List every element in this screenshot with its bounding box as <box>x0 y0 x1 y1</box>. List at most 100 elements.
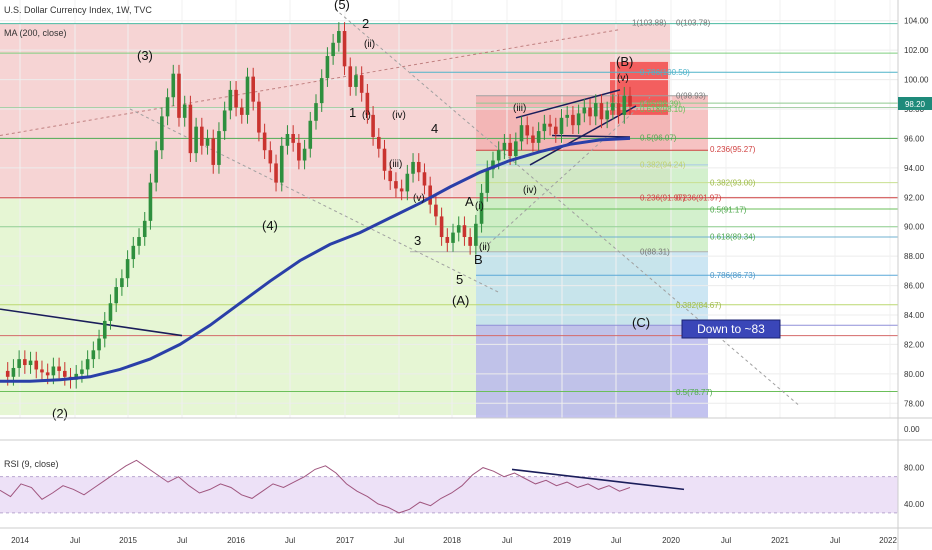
wave-label-8: (iii) <box>389 159 402 170</box>
candle-body-30 <box>171 73 176 98</box>
wave-label-3: (3) <box>137 48 153 63</box>
time-tick-4: 2016 <box>227 536 245 545</box>
candle-body-46 <box>262 132 267 151</box>
time-tick-13: Jul <box>721 536 731 545</box>
time-tick-12: 2020 <box>662 536 680 545</box>
candle-body-88 <box>502 142 507 151</box>
wave-label-13: A <box>465 194 474 209</box>
candle-body-18 <box>102 320 107 339</box>
candle-body-24 <box>137 237 141 246</box>
candle-body-74 <box>422 172 427 186</box>
wave-label-2: (ii) <box>364 39 375 50</box>
wave-label-9: (v) <box>413 193 425 204</box>
wave-label-7: 4 <box>431 121 438 136</box>
candle-body-67 <box>382 148 387 171</box>
target-box-label: Down to ~83 <box>697 322 765 336</box>
candle-body-23 <box>131 245 136 260</box>
channel-top <box>515 89 621 119</box>
wave-label-12: (iv) <box>523 185 537 196</box>
last-price-label: 98.20 <box>905 100 926 109</box>
time-tick-15: Jul <box>830 536 840 545</box>
candle-body-52 <box>297 142 301 161</box>
candle-body-16 <box>91 350 96 360</box>
candle-body-97 <box>553 126 558 135</box>
price-tick-13: 78.00 <box>904 399 925 408</box>
fib-label-7: 0.236(95.27) <box>710 145 756 154</box>
wave-label-1: 2 <box>362 16 369 31</box>
price-candles[interactable] <box>5 22 632 389</box>
candle-body-107 <box>611 103 615 111</box>
fib-label-14: 0(88.31) <box>640 248 670 257</box>
fib-label-10: 0.236(91.97) <box>640 194 686 203</box>
candle-body-22 <box>125 259 130 279</box>
channel-base <box>551 134 631 138</box>
candle-body-59 <box>337 31 341 43</box>
candle-body-37 <box>211 138 216 165</box>
time-tick-5: Jul <box>285 536 295 545</box>
candle-body-4 <box>23 359 27 366</box>
wave-label-20: (2) <box>52 406 68 421</box>
candle-body-35 <box>200 126 204 146</box>
candle-body-19 <box>108 303 113 321</box>
candle-body-17 <box>97 338 101 351</box>
candle-body-44 <box>251 76 255 102</box>
candle-body-48 <box>274 163 278 183</box>
fib-label-16: 0.382(84.67) <box>676 301 722 310</box>
candle-body-54 <box>308 120 313 149</box>
fib-label-1: 0(103.78) <box>676 18 711 27</box>
fib-label-9: 0.382(93.00) <box>710 179 756 188</box>
rsi-panel: 80.00 40.00 <box>0 459 925 514</box>
candle-body-70 <box>399 188 404 192</box>
candle-body-25 <box>142 220 147 238</box>
candle-body-108 <box>616 103 621 115</box>
candle-body-9 <box>51 366 56 376</box>
candle-body-49 <box>279 145 284 183</box>
wave-label-15: (ii) <box>479 242 490 253</box>
target-box <box>681 319 781 339</box>
candle-body-109 <box>622 95 627 115</box>
candle-body-36 <box>205 138 210 146</box>
candle-body-61 <box>348 66 353 87</box>
candle-body-39 <box>222 110 227 132</box>
time-tick-16: 2022 <box>879 536 897 545</box>
rsi-tick-40: 40.00 <box>904 500 925 509</box>
price-tick-0: 104.00 <box>904 17 929 26</box>
time-axis: 2014 Jul 2015 Jul 2016 Jul 2017 Jul 2018 Jul 2019 J… <box>11 536 897 545</box>
candle-body-26 <box>148 182 153 221</box>
dashed-upper <box>0 29 621 136</box>
price-tick-10: 84.00 <box>904 311 925 320</box>
candle-body-32 <box>182 104 187 118</box>
candle-body-10 <box>57 366 61 371</box>
candle-body-78 <box>445 237 450 243</box>
wave-label-22: (v) <box>617 73 629 84</box>
candle-body-6 <box>34 360 39 370</box>
candle-body-50 <box>285 134 290 146</box>
candle-body-58 <box>331 42 335 57</box>
time-tick-8: 2018 <box>443 536 461 545</box>
candle-body-34 <box>194 126 198 154</box>
price-tick-12: 80.00 <box>904 370 925 379</box>
wave-label-10: 3 <box>414 233 421 248</box>
price-tick-2: 100.00 <box>904 76 929 85</box>
zone-b-green <box>476 150 708 252</box>
candle-body-28 <box>160 116 164 151</box>
wave-label-19: (4) <box>262 218 278 233</box>
candle-body-40 <box>228 89 233 111</box>
candle-body-106 <box>605 110 609 120</box>
fib-label-2: 0.786(100.50) <box>640 68 690 77</box>
fib-label-0: 1(103.88) <box>632 18 667 27</box>
candle-body-105 <box>599 103 604 120</box>
fib-label-6: 0.5(96.07) <box>640 133 677 142</box>
price-tick-11: 82.00 <box>904 340 925 349</box>
wave-label-5: (i) <box>362 110 371 121</box>
wave-labels: (5)2(ii)(3)1 (i) (iv)4(iii)(v)3(iii)(iv)A(… <box>52 0 650 421</box>
candle-body-69 <box>394 181 398 189</box>
wave-label-14: (i) <box>475 201 484 212</box>
wave-label-21: (B) <box>616 54 633 69</box>
wave-label-0: (5) <box>334 0 350 12</box>
candle-body-89 <box>508 142 512 157</box>
trendline-left <box>0 308 183 337</box>
price-tick-6: 92.00 <box>904 193 925 202</box>
candle-body-64 <box>365 92 370 115</box>
